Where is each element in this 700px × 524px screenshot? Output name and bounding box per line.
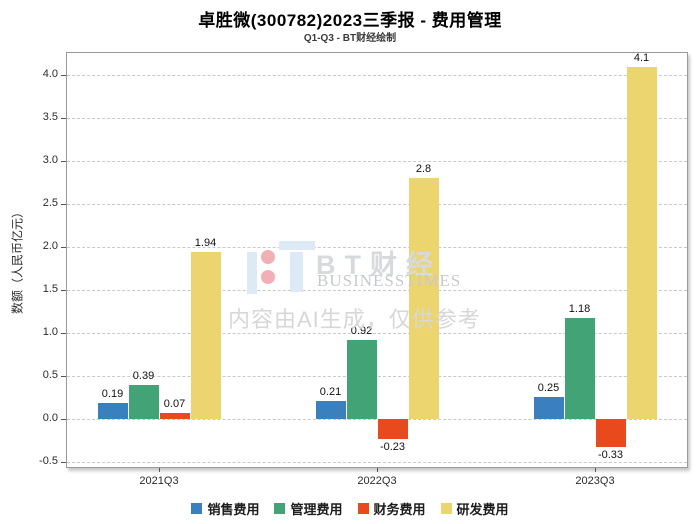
grid-line	[67, 461, 687, 463]
bar-销售费用-2023Q3	[533, 397, 564, 419]
bar-value-label: 2.8	[415, 163, 432, 176]
bar-研发费用-2021Q3	[190, 252, 221, 419]
y-tick-label: 2.5	[42, 197, 58, 210]
y-tick-mark	[61, 161, 66, 163]
legend-label: 销售费用	[207, 501, 260, 517]
bar-value-label: 0.25	[537, 382, 560, 395]
y-tick-mark	[61, 418, 66, 420]
bar-管理费用-2022Q3	[346, 339, 377, 419]
y-tick-label: 1.0	[42, 325, 58, 338]
y-tick-label: 0.0	[42, 411, 58, 424]
bar-研发费用-2022Q3	[408, 178, 439, 419]
y-tick-label: 0.5	[42, 368, 58, 381]
y-tick-mark	[61, 118, 66, 120]
chart-subtitle: Q1-Q3 - BT财经绘制	[303, 33, 397, 44]
y-tick-mark	[61, 290, 66, 292]
grid-line	[67, 375, 687, 377]
grid-line	[67, 418, 687, 420]
grid-line	[67, 75, 687, 77]
bar-销售费用-2022Q3	[315, 400, 346, 419]
y-tick-label: 3.5	[42, 111, 58, 124]
grid-line	[67, 332, 687, 334]
y-tick-label: 4.0	[42, 68, 58, 81]
legend-label: 管理费用	[290, 501, 343, 517]
grid-line	[67, 290, 687, 292]
legend-item-研发费用: 研发费用	[440, 499, 509, 518]
legend-label: 财务费用	[373, 501, 426, 517]
y-tick-mark	[61, 375, 66, 377]
bar-财务费用-2022Q3	[377, 418, 408, 439]
y-tick-mark	[61, 247, 66, 249]
bar-销售费用-2021Q3	[97, 402, 128, 419]
legend-item-财务费用: 财务费用	[357, 499, 426, 518]
y-tick-mark	[61, 461, 66, 463]
x-tick-mark	[159, 468, 160, 472]
grid-line	[67, 247, 687, 249]
y-tick-mark	[61, 204, 66, 206]
legend-swatch-icon	[274, 502, 286, 514]
bar-管理费用-2021Q3	[128, 385, 159, 419]
x-tick-label: 2023Q3	[575, 475, 615, 487]
bar-value-label: 0.19	[101, 387, 124, 400]
grid-line	[67, 118, 687, 120]
bar-value-label: 0.21	[319, 385, 342, 398]
x-tick-label: 2022Q3	[357, 475, 397, 487]
y-tick-label: -0.5	[39, 454, 58, 467]
y-tick-label: 1.5	[42, 283, 58, 296]
bar-管理费用-2023Q3	[564, 317, 595, 419]
legend-swatch-icon	[440, 502, 452, 514]
bar-value-label: 1.94	[194, 237, 217, 250]
bar-value-label: 1.18	[568, 302, 591, 315]
bar-value-label: -0.33	[597, 449, 624, 462]
bar-value-label: 0.92	[350, 324, 373, 337]
bar-财务费用-2021Q3	[159, 412, 190, 419]
legend-item-销售费用: 销售费用	[191, 499, 259, 518]
y-tick-mark	[61, 75, 66, 77]
chart-title: 卓胜微(300782)2023三季报 - 费用管理	[198, 11, 502, 30]
x-tick-label: 2021Q3	[139, 475, 179, 487]
bar-value-label: -0.23	[379, 440, 406, 453]
legend: 销售费用 管理费用 财务费用 研发费用	[0, 498, 700, 518]
bar-value-label: 0.07	[163, 397, 186, 410]
x-tick-mark	[595, 468, 596, 472]
legend-swatch-icon	[191, 502, 203, 514]
x-tick-mark	[377, 468, 378, 472]
bar-研发费用-2023Q3	[626, 66, 657, 419]
grid-line	[67, 204, 687, 206]
y-tick-mark	[61, 332, 66, 334]
y-tick-label: 3.0	[42, 154, 58, 167]
bar-value-label: 0.39	[132, 370, 155, 383]
legend-swatch-icon	[357, 502, 369, 514]
legend-item-管理费用: 管理费用	[274, 499, 343, 518]
bar-财务费用-2023Q3	[595, 418, 626, 448]
legend-label: 研发费用	[456, 501, 509, 517]
y-tick-label: 2.0	[42, 240, 58, 253]
bar-value-label: 4.1	[633, 51, 650, 64]
grid-line	[67, 161, 687, 163]
y-axis-title: 数额（人民币亿元）	[10, 205, 25, 315]
